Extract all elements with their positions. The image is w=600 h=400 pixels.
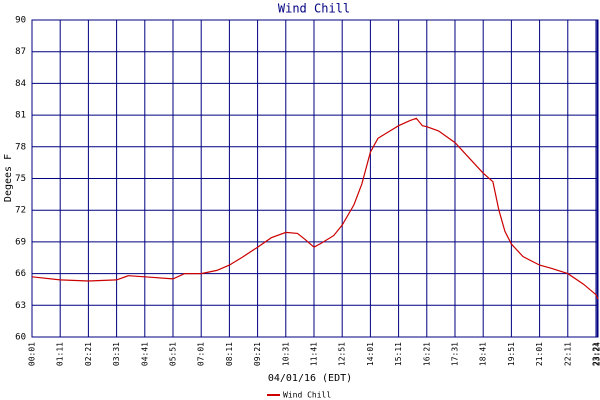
y-tick-label: 87 xyxy=(15,47,26,57)
x-tick-label: 10:31 xyxy=(281,342,290,366)
legend-label: Wind Chill xyxy=(283,391,331,400)
y-tick-label: 72 xyxy=(15,206,26,216)
x-tick-label: 00:01 xyxy=(28,342,37,366)
y-tick-label: 75 xyxy=(15,174,26,184)
x-tick-label: 18:41 xyxy=(479,342,488,366)
x-tick-label: 16:21 xyxy=(422,342,431,366)
x-tick-label: 11:41 xyxy=(309,342,318,366)
x-tick-label: 22:11 xyxy=(563,342,572,366)
x-tick-label: 21:01 xyxy=(535,342,544,366)
x-tick-label: 03:31 xyxy=(112,342,121,366)
y-tick-label: 63 xyxy=(15,301,26,311)
y-tick-label: 66 xyxy=(15,269,26,279)
y-axis-label: Degees F xyxy=(3,154,14,202)
x-tick-label: 09:21 xyxy=(253,342,262,366)
x-tick-label: 15:11 xyxy=(394,342,403,366)
y-tick-label: 90 xyxy=(15,16,26,26)
y-tick-label: 81 xyxy=(15,111,26,121)
x-axis-label: 04/01/16 (EDT) xyxy=(268,373,352,384)
x-tick-label: 12:51 xyxy=(338,342,347,366)
x-tick-label: 19:51 xyxy=(507,342,516,366)
y-tick-label: 60 xyxy=(15,333,26,343)
x-tick-label: 23:21 xyxy=(591,342,600,366)
chart-title: Wind Chill xyxy=(278,2,350,16)
x-tick-label: 01:11 xyxy=(56,342,65,366)
x-tick-label: 14:01 xyxy=(366,342,375,366)
x-tick-label: 02:21 xyxy=(84,342,93,366)
y-tick-label: 78 xyxy=(15,142,26,152)
x-tick-label: 23:24 xyxy=(593,342,600,366)
x-tick-label: 07:01 xyxy=(197,342,206,366)
data-line xyxy=(31,117,599,300)
y-tick-label: 69 xyxy=(15,237,26,247)
x-tick-label: 17:31 xyxy=(450,342,459,366)
x-tick-label: 08:11 xyxy=(225,342,234,366)
y-tick-label: 84 xyxy=(15,79,26,89)
x-tick-label: 05:51 xyxy=(168,342,177,366)
plot-border xyxy=(31,19,599,338)
x-tick-label: 04:41 xyxy=(140,342,149,366)
